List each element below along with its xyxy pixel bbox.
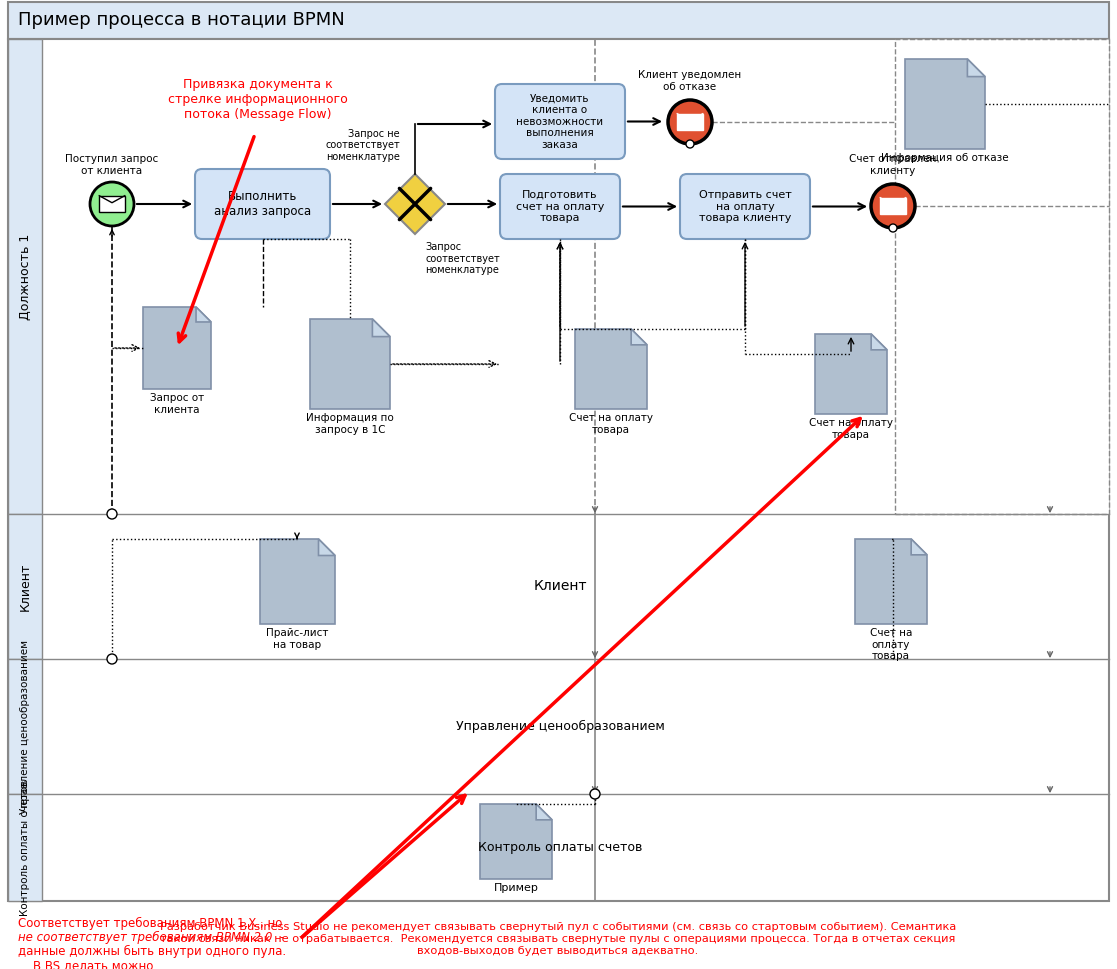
Bar [895, 39, 1109, 514]
Text: Привязка документа к
стрелке информационного
потока (Message Flow): Привязка документа к стрелке информацион… [169, 78, 347, 120]
FancyBboxPatch shape [500, 174, 620, 239]
Bar [8, 39, 1109, 901]
Text: Поступил запрос
от клиента: Поступил запрос от клиента [66, 154, 159, 176]
Circle shape [871, 184, 915, 228]
Text: не соответствует требованиям BPMN 2.0  -: не соответствует требованиям BPMN 2.0 - [18, 931, 284, 944]
Bar [8, 514, 42, 659]
FancyBboxPatch shape [195, 169, 330, 239]
Polygon shape [318, 539, 335, 555]
Text: Пример: Пример [494, 883, 538, 893]
Bar [677, 113, 703, 130]
Circle shape [107, 509, 117, 519]
Polygon shape [815, 334, 887, 414]
Text: Прайс-лист
на товар: Прайс-лист на товар [266, 628, 328, 649]
Text: Счет на оплату
товара: Счет на оплату товара [569, 413, 653, 435]
Text: Клиент: Клиент [19, 562, 31, 610]
Text: Выполнить
анализ запроса: Выполнить анализ запроса [214, 190, 311, 218]
Polygon shape [575, 329, 647, 409]
Text: Клиент: Клиент [533, 579, 586, 593]
Polygon shape [480, 804, 552, 879]
Text: Счет на
оплату
товара: Счет на оплату товара [870, 628, 913, 661]
Bar [8, 39, 42, 514]
Text: Клиент уведомлен
об отказе: Клиент уведомлен об отказе [639, 71, 742, 92]
Polygon shape [385, 174, 445, 234]
Bar [880, 198, 906, 214]
Text: данные должны быть внутри одного пула.: данные должны быть внутри одного пула. [18, 945, 286, 958]
Text: Уведомить
клиента о
невозможности
выполнения
заказа: Уведомить клиента о невозможности выполн… [516, 93, 603, 149]
Circle shape [686, 140, 694, 148]
Text: Контроль оплаты счетов: Контроль оплаты счетов [20, 779, 30, 916]
Polygon shape [143, 307, 211, 389]
Polygon shape [260, 539, 335, 624]
Text: Отправить счет
на оплату
товара клиенту: Отправить счет на оплату товара клиенту [698, 190, 791, 223]
Text: Подготовить
счет на оплату
товара: Подготовить счет на оплату товара [516, 190, 604, 223]
Bar [8, 794, 42, 901]
Circle shape [668, 100, 712, 144]
Bar [99, 196, 125, 212]
FancyBboxPatch shape [680, 174, 810, 239]
Text: Пример процесса в нотации BPMN: Пример процесса в нотации BPMN [18, 11, 345, 29]
Circle shape [90, 182, 134, 226]
Polygon shape [197, 307, 211, 322]
Text: Запрос
соответствует
номенклатуре: Запрос соответствует номенклатуре [424, 242, 499, 275]
Circle shape [107, 654, 117, 664]
Bar [8, 2, 1109, 39]
Circle shape [590, 789, 600, 799]
Text: Должность 1: Должность 1 [19, 234, 31, 320]
Polygon shape [855, 539, 927, 624]
FancyBboxPatch shape [495, 84, 626, 159]
Polygon shape [631, 329, 647, 345]
Polygon shape [536, 804, 552, 820]
Text: Управление ценообразованием: Управление ценообразованием [20, 640, 30, 814]
Text: Управление ценообразованием: Управление ценообразованием [456, 720, 665, 733]
Text: Информация об отказе: Информация об отказе [881, 153, 1009, 163]
Text: Соответствует требованиям BPMN 1.X., но: Соответствует требованиям BPMN 1.X., но [18, 917, 283, 930]
Text: В BS делать можно.: В BS делать можно. [18, 959, 157, 969]
Polygon shape [372, 319, 390, 336]
Polygon shape [905, 59, 985, 149]
Text: Запрос не
соответствует
номенклатуре: Запрос не соответствует номенклатуре [325, 129, 400, 162]
Polygon shape [871, 334, 887, 350]
Polygon shape [311, 319, 390, 409]
Text: Счет на оплату
товара: Счет на оплату товара [809, 418, 892, 440]
Text: Информация по
запросу в 1С: Информация по запросу в 1С [306, 413, 394, 435]
Polygon shape [967, 59, 985, 77]
Text: Разработчик Business Studio не рекомендует связывать свернутый пул с событиями (: Разработчик Business Studio не рекоменду… [160, 922, 956, 955]
Circle shape [889, 224, 897, 232]
Bar [8, 659, 42, 794]
Text: Запрос от
клиента: Запрос от клиента [150, 393, 204, 415]
Text: Счет отправлен
клиенту: Счет отправлен клиенту [849, 154, 937, 176]
Polygon shape [911, 539, 927, 555]
Text: Контроль оплаты счетов: Контроль оплаты счетов [478, 841, 642, 854]
